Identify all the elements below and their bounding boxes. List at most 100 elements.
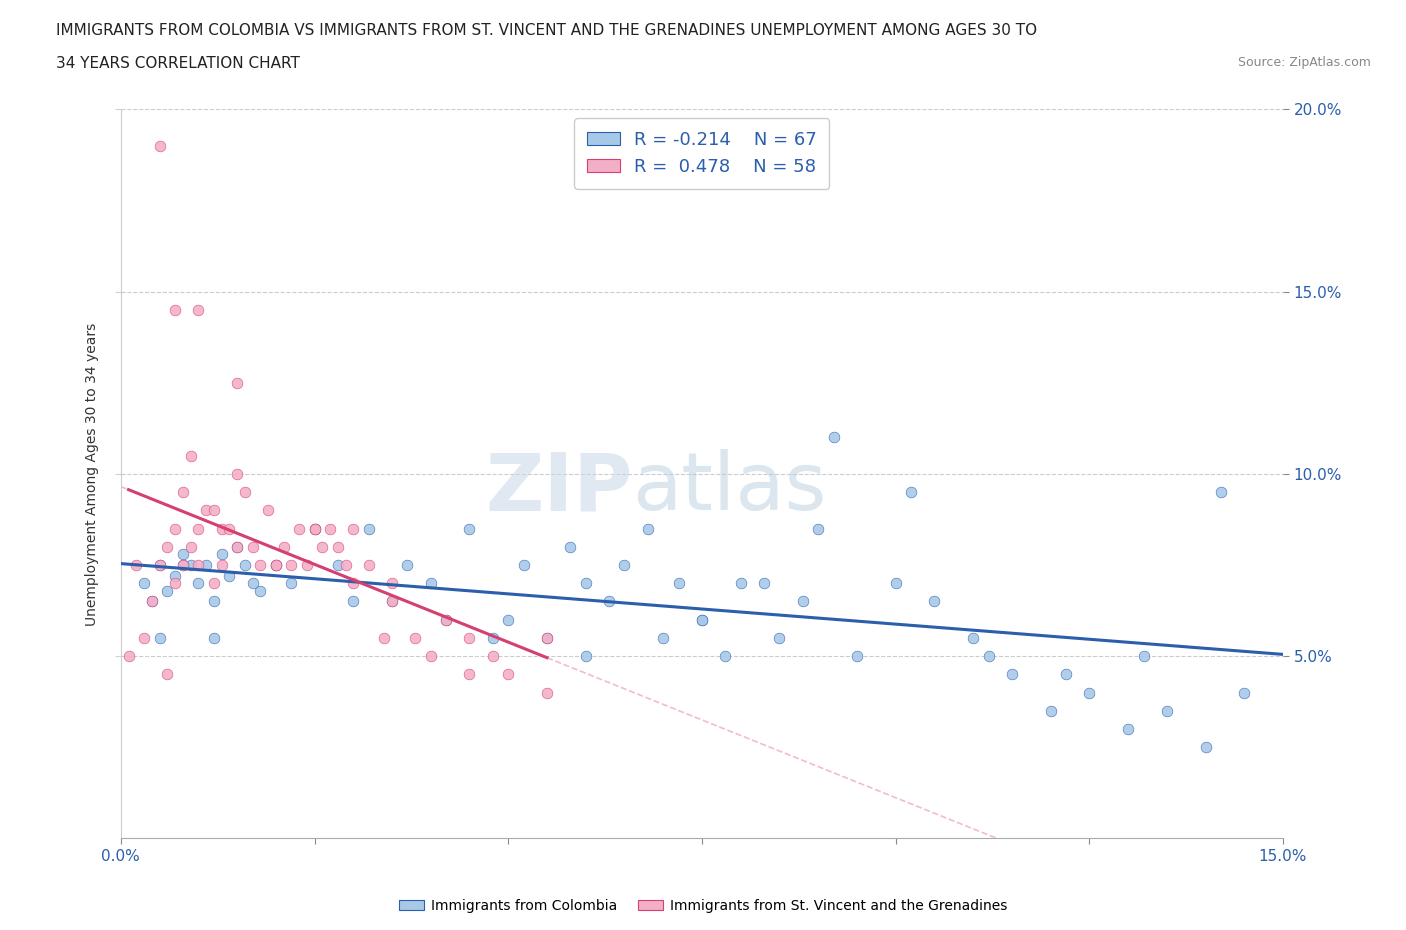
Text: 34 YEARS CORRELATION CHART: 34 YEARS CORRELATION CHART [56,56,299,71]
Point [242,576,264,591]
Point [257,503,280,518]
Point [575,576,598,591]
Point [156,667,179,682]
Point [496,612,519,627]
Point [148,558,170,573]
Point [195,503,218,518]
Point [419,649,441,664]
Point [311,539,333,554]
Point [172,558,194,573]
Point [141,594,163,609]
Point [180,448,202,463]
Point [373,631,395,645]
Point [242,539,264,554]
Text: Source: ZipAtlas.com: Source: ZipAtlas.com [1237,56,1371,69]
Point [335,558,357,573]
Point [125,558,148,573]
Point [211,558,233,573]
Point [156,539,179,554]
Point [977,649,1000,664]
Point [304,521,326,536]
Point [132,576,155,591]
Point [404,631,426,645]
Point [264,558,287,573]
Point [458,667,481,682]
Point [226,539,249,554]
Point [280,558,302,573]
Y-axis label: Unemployment Among Ages 30 to 34 years: Unemployment Among Ages 30 to 34 years [86,323,100,626]
Point [884,576,907,591]
Point [792,594,814,609]
Point [823,430,845,445]
Point [575,649,598,664]
Point [218,568,240,583]
Point [195,558,218,573]
Point [211,521,233,536]
Point [845,649,868,664]
Point [202,503,225,518]
Point [536,631,558,645]
Point [148,139,170,153]
Point [218,521,240,536]
Point [560,539,582,554]
Point [172,547,194,562]
Point [172,558,194,573]
Point [1054,667,1077,682]
Point [249,583,271,598]
Point [536,631,558,645]
Point [326,558,349,573]
Point [342,576,364,591]
Point [226,376,249,391]
Point [180,539,202,554]
Point [652,631,675,645]
Point [536,685,558,700]
Point [187,302,209,317]
Point [690,612,713,627]
Point [342,521,364,536]
Point [419,576,441,591]
Point [156,583,179,598]
Point [264,558,287,573]
Point [202,631,225,645]
Point [187,576,209,591]
Point [304,521,326,536]
Point [165,576,187,591]
Point [304,521,326,536]
Point [1194,740,1216,755]
Point [1078,685,1101,700]
Point [165,302,187,317]
Point [326,539,349,554]
Point [187,558,209,573]
Point [148,631,170,645]
Point [280,576,302,591]
Point [434,612,457,627]
Point [211,547,233,562]
Point [117,649,139,664]
Point [613,558,636,573]
Point [264,558,287,573]
Point [357,558,380,573]
Point [730,576,752,591]
Point [1233,685,1256,700]
Point [202,594,225,609]
Point [496,667,519,682]
Point [637,521,659,536]
Point [962,631,984,645]
Point [458,631,481,645]
Point [226,467,249,482]
Point [714,649,737,664]
Point [481,649,503,664]
Point [233,558,256,573]
Point [141,594,163,609]
Point [233,485,256,499]
Point [668,576,690,591]
Point [202,576,225,591]
Point [288,521,311,536]
Point [434,612,457,627]
Point [598,594,620,609]
Point [357,521,380,536]
Point [187,521,209,536]
Point [132,631,155,645]
Point [381,576,404,591]
Text: ZIP: ZIP [485,449,633,527]
